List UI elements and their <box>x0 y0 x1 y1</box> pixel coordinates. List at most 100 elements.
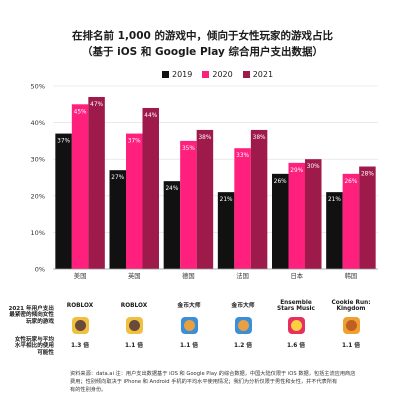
bar-2019-5 <box>326 192 343 269</box>
data-label: 21% <box>220 197 233 203</box>
legend-swatch-2021 <box>242 71 250 78</box>
footnote-line: 资料来源：data.ai 注：用户支出数据基于 iOS 和 Google Pla… <box>70 371 356 377</box>
data-label: 38% <box>253 135 266 141</box>
row-label-line: 水平相比的使用 <box>14 343 54 350</box>
bar-2021-5 <box>359 166 376 269</box>
game-ratio: 1.6 倍 <box>286 343 306 349</box>
game-column: 金币大师 1.1 倍 <box>165 299 213 349</box>
row-label-usage-likelihood: 女性玩家与平均 水平相比的使用 可能性 <box>4 337 54 356</box>
data-label: 33% <box>236 153 249 159</box>
bar-2021-2 <box>196 129 214 269</box>
data-label: 38% <box>198 135 211 141</box>
game-column: Cookie Run: Kingdom 1.1 倍 <box>327 299 375 350</box>
data-label: 26% <box>344 179 357 185</box>
bar-2021-3 <box>250 129 268 269</box>
game-name: 金币大师 <box>177 302 201 309</box>
bar-2020-1 <box>126 133 143 269</box>
coin-master-icon <box>234 317 252 334</box>
coin-master-icon-detail <box>237 320 249 331</box>
x-tick-label: 德国 <box>182 271 195 280</box>
roblox-icon <box>71 317 89 334</box>
coin-master-icon <box>180 317 198 334</box>
bar-chart: 0% 10% 20% 30% 40% 50% 37% 45%47% 美国 27% 37% 44% 英国 2… <box>31 83 378 280</box>
roblox-icon-detail <box>128 320 140 331</box>
legend-swatch-2019 <box>162 71 169 78</box>
bar-2019-0 <box>55 133 72 269</box>
data-label: 30% <box>307 164 320 170</box>
data-label: 21% <box>328 197 341 203</box>
x-tick-label: 法国 <box>236 271 249 280</box>
row-label-line: 最紧密的倾向女性 <box>9 312 54 319</box>
game-name: ROBLOX <box>120 302 148 309</box>
coin-master-icon-detail <box>183 320 195 331</box>
game-name: Ensemble Stars Music <box>277 299 315 313</box>
game-column: Ensemble Stars Music 1.6 倍 <box>272 299 320 350</box>
legend-label-2019: 2019 <box>172 70 193 79</box>
bar-2019-3 <box>217 192 235 269</box>
row-label-line: 女性玩家与平均 <box>14 337 54 343</box>
footnote-line: 费用；性别倾向取决于 iPhone 和 Android 手机的平均水平使用情况；… <box>70 379 338 386</box>
legend-label-2021: 2021 <box>252 70 274 79</box>
bar-2019-4 <box>272 173 289 269</box>
row-label-top-game: 2021 年用户支出 最紧密的倾向女性 玩家的游戏 <box>4 306 55 325</box>
game-name: ROBLOX <box>66 302 94 309</box>
footnote: 资料来源：data.ai 注：用户支出数据基于 iOS 和 Google Pla… <box>70 370 370 395</box>
y-tick-label: 0% <box>35 266 45 274</box>
data-label: 29% <box>290 168 303 174</box>
bar-2021-4 <box>305 159 322 269</box>
data-label: 26% <box>274 179 287 185</box>
y-tick-label: 30% <box>31 156 45 164</box>
data-label: 27% <box>111 175 124 181</box>
chart-subtitle: （基于 iOS 和 Google Play 综合用户支出数据） <box>81 46 324 58</box>
bar-2019-1 <box>109 170 126 269</box>
bar-2019-2 <box>163 181 181 269</box>
x-tick-label: 日本 <box>290 271 303 280</box>
bar-2021-1 <box>142 107 159 270</box>
game-column: ROBLOX 1.1 倍 <box>110 299 158 349</box>
data-label: 47% <box>90 102 103 108</box>
data-label: 37% <box>57 139 70 145</box>
y-tick-label: 40% <box>31 119 45 127</box>
legend: 2019 2020 2021 <box>162 70 273 79</box>
game-column: 金币大师 1.2 倍 <box>219 299 267 349</box>
x-tick-label: 美国 <box>74 271 87 280</box>
data-label: 24% <box>165 186 178 192</box>
game-column: ROBLOX 1.3 倍 <box>56 299 104 349</box>
ensemble-stars-icon-detail <box>290 320 302 331</box>
game-name: Cookie Run: Kingdom <box>331 299 371 313</box>
bar-2021-0 <box>88 96 105 269</box>
roblox-icon <box>125 317 143 334</box>
bar-2020-2 <box>180 140 197 269</box>
game-ratio: 1.1 倍 <box>179 343 199 349</box>
bar-2020-0 <box>71 104 89 269</box>
row-label-line: 2021 年用户支出 <box>8 306 55 312</box>
row-label-line: 玩家的游戏 <box>26 318 54 325</box>
game-ratio: 1.2 倍 <box>233 343 253 349</box>
data-label: 37% <box>128 139 141 145</box>
legend-label-2020: 2020 <box>212 70 233 79</box>
roblox-icon-detail <box>74 320 86 331</box>
footnote-line: 有的性别身份。 <box>70 387 107 394</box>
game-ratio: 1.1 倍 <box>341 343 361 349</box>
chart-title: 在排名前 1,000 的游戏中，倾向于女性玩家的游戏占比 <box>71 30 334 42</box>
y-tick-label: 20% <box>31 192 45 200</box>
cookie-run-icon <box>342 317 360 334</box>
game-name: 金币大师 <box>231 302 255 309</box>
x-tick-label: 英国 <box>128 271 141 280</box>
y-tick-label: 50% <box>31 83 45 91</box>
x-tick-label: 韩国 <box>345 271 358 280</box>
bar-2020-5 <box>342 173 360 269</box>
data-label: 35% <box>182 146 195 152</box>
cookie-run-icon-detail <box>345 320 357 331</box>
legend-item-2020: 2020 <box>202 70 233 79</box>
row-label-line: 可能性 <box>37 349 54 356</box>
data-label: 28% <box>361 172 374 178</box>
bar-2020-3 <box>234 148 251 269</box>
y-tick-label: 10% <box>31 229 45 237</box>
game-ratio: 1.3 倍 <box>70 343 90 349</box>
ensemble-stars-icon <box>287 317 305 334</box>
bar-2020-4 <box>288 162 305 269</box>
game-ratio: 1.1 倍 <box>124 343 144 349</box>
legend-item-2021: 2021 <box>242 70 274 79</box>
legend-swatch-2020 <box>202 71 210 78</box>
